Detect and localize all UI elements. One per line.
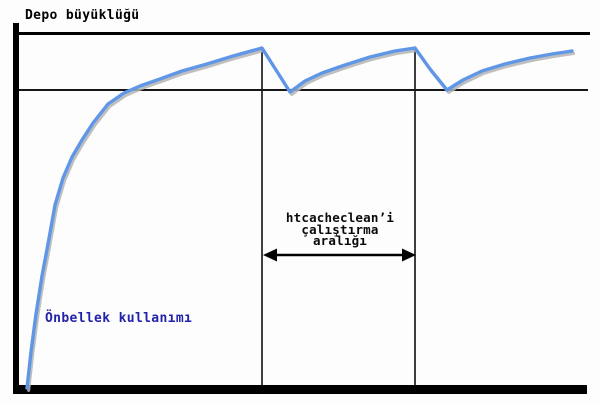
- curve-label: Önbellek kullanımı: [45, 311, 193, 326]
- interval-arrow-right-head: [402, 248, 416, 262]
- cache-usage-curve-shadow: [27, 49, 576, 392]
- y-axis-bar: [13, 23, 19, 394]
- interval-arrow-left-head: [263, 248, 277, 262]
- cache-usage-curve: [25, 46, 574, 390]
- interval-annotation-line1: htcacheclean’i: [285, 210, 395, 225]
- x-axis-bar: [13, 385, 587, 394]
- interval-annotation-line3: aralığı: [312, 233, 368, 248]
- clean-threshold-line: [19, 89, 588, 91]
- interval-annotation-line2: çalıştırma: [301, 221, 379, 237]
- interval-annotation: htcacheclean’i çalıştırma aralığı: [252, 212, 428, 247]
- storage-limit-line: [19, 32, 590, 35]
- y-axis-title: Depo büyüklüğü: [25, 8, 140, 23]
